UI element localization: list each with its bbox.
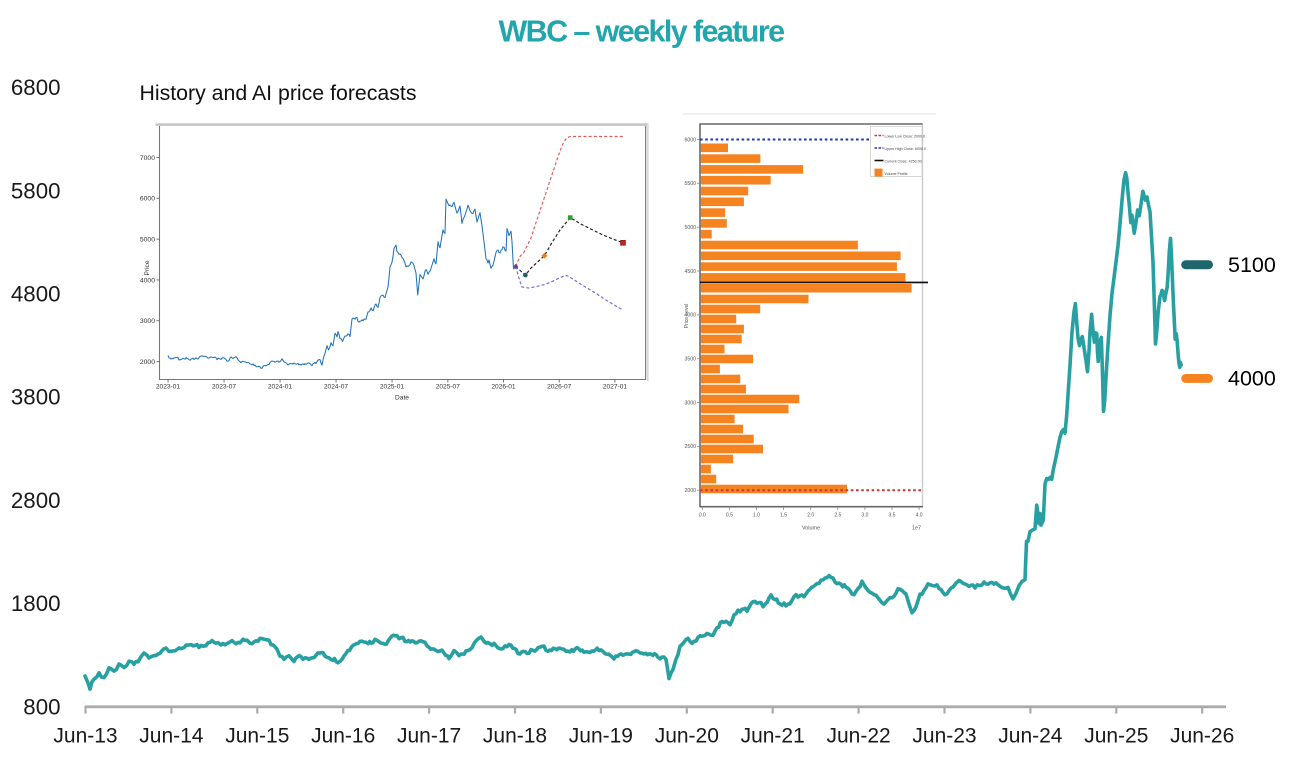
svg-text:Jun-22: Jun-22 [826,724,890,747]
svg-text:5500: 5500 [684,181,696,187]
svg-text:Jun-14: Jun-14 [139,724,204,747]
svg-text:4800: 4800 [11,282,61,307]
svg-text:4.0: 4.0 [916,513,923,519]
svg-text:Volume: Volume [802,526,820,532]
svg-text:Price: Price [144,260,151,275]
svg-text:3000: 3000 [684,400,696,406]
svg-text:4000: 4000 [684,313,696,319]
svg-text:1e7: 1e7 [912,526,921,532]
svg-text:WBC – weekly feature: WBC – weekly feature [499,15,785,49]
svg-text:Current Close: 4250.00: Current Close: 4250.00 [885,159,922,163]
svg-text:2000: 2000 [140,359,155,366]
svg-text:5000: 5000 [140,236,155,243]
svg-text:2.0: 2.0 [807,513,814,519]
svg-text:Upper High Close: 6000.0: Upper High Close: 6000.0 [885,147,926,151]
svg-text:1800: 1800 [11,591,61,616]
svg-text:2800: 2800 [11,488,61,513]
svg-text:Date: Date [395,395,409,402]
svg-text:7000: 7000 [140,155,155,162]
svg-text:0.5: 0.5 [726,513,733,519]
svg-text:Jun-25: Jun-25 [1084,724,1148,747]
svg-text:Jun-16: Jun-16 [311,724,375,747]
svg-text:2000: 2000 [684,488,696,494]
svg-text:2024-07: 2024-07 [324,384,349,391]
svg-text:4000: 4000 [1228,367,1276,391]
svg-text:Volume Profile: Volume Profile [885,172,908,176]
svg-text:2027-01: 2027-01 [603,384,628,391]
svg-text:1.0: 1.0 [753,513,760,519]
svg-text:2026-07: 2026-07 [547,384,572,391]
svg-text:2023-01: 2023-01 [156,384,181,391]
svg-text:4500: 4500 [684,269,696,275]
svg-text:Lower Low Close: 2000.0: Lower Low Close: 2000.0 [885,134,926,138]
svg-text:Jun-24: Jun-24 [998,724,1063,747]
svg-text:0.0: 0.0 [699,513,706,519]
svg-text:History and AI price forecasts: History and AI price forecasts [140,81,417,105]
svg-text:2025-07: 2025-07 [436,384,461,391]
svg-text:3000: 3000 [140,318,155,325]
svg-text:2024-01: 2024-01 [268,384,293,391]
svg-text:3500: 3500 [684,357,696,363]
svg-text:6000: 6000 [140,196,155,203]
svg-text:5000: 5000 [684,225,696,231]
svg-text:2025-01: 2025-01 [380,384,405,391]
svg-text:Jun-21: Jun-21 [741,724,805,747]
svg-text:800: 800 [23,694,60,719]
svg-text:Jun-18: Jun-18 [483,724,547,747]
svg-text:5800: 5800 [11,178,61,203]
svg-text:2026-01: 2026-01 [491,384,516,391]
svg-text:6800: 6800 [11,75,61,100]
svg-text:2.5: 2.5 [834,513,841,519]
svg-text:3800: 3800 [11,385,61,410]
svg-text:6000: 6000 [684,137,696,143]
svg-text:Jun-17: Jun-17 [397,724,461,747]
svg-text:3.0: 3.0 [861,513,868,519]
svg-text:1.5: 1.5 [780,513,787,519]
svg-text:Jun-13: Jun-13 [53,724,117,747]
svg-text:Jun-26: Jun-26 [1170,724,1234,747]
svg-text:Jun-19: Jun-19 [569,724,633,747]
svg-text:2023-07: 2023-07 [212,384,237,391]
svg-text:Price Level: Price Level [684,304,690,329]
svg-text:Jun-20: Jun-20 [655,724,719,747]
svg-text:4000: 4000 [140,277,155,284]
svg-text:3.5: 3.5 [889,513,896,519]
svg-text:2500: 2500 [684,444,696,450]
svg-text:Jun-15: Jun-15 [225,724,289,747]
svg-text:Jun-23: Jun-23 [912,724,976,747]
svg-text:5100: 5100 [1228,253,1276,277]
